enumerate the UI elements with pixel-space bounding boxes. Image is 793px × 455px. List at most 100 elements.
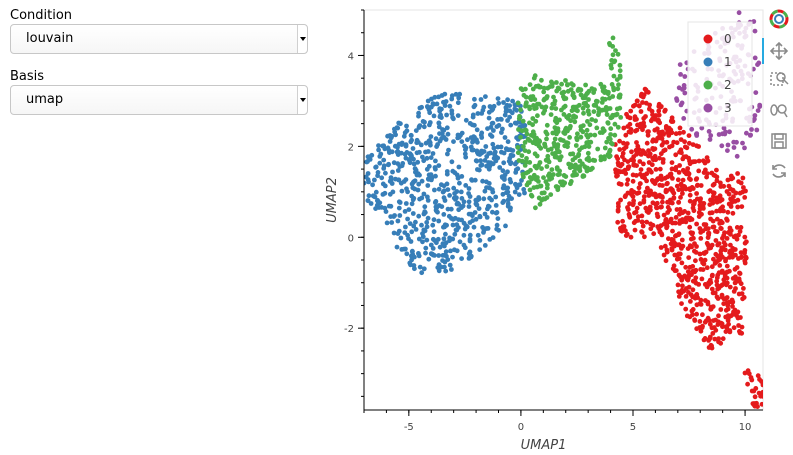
point-cluster-2	[535, 113, 540, 119]
point-cluster-0	[663, 258, 669, 264]
point-cluster-0	[718, 218, 724, 224]
point-cluster-1	[475, 111, 481, 116]
point-cluster-1	[441, 135, 447, 140]
point-cluster-0	[624, 231, 630, 237]
point-cluster-1	[417, 264, 423, 270]
point-cluster-1	[476, 195, 482, 200]
point-cluster-0	[686, 255, 692, 260]
point-cluster-1	[425, 104, 430, 110]
point-cluster-2	[615, 124, 621, 130]
point-cluster-2	[527, 180, 532, 186]
point-cluster-0	[677, 125, 683, 131]
point-cluster-0	[723, 296, 729, 301]
point-cluster-0	[653, 201, 658, 207]
point-cluster-2	[563, 78, 568, 83]
point-cluster-0	[665, 129, 671, 135]
point-cluster-0	[670, 176, 675, 181]
point-cluster-1	[377, 200, 383, 206]
point-cluster-0	[626, 164, 632, 170]
point-cluster-0	[710, 218, 716, 224]
point-cluster-2	[555, 187, 561, 193]
point-cluster-0	[669, 200, 675, 206]
point-cluster-1	[455, 175, 461, 181]
chevron-down-icon[interactable]	[297, 25, 307, 53]
point-cluster-2	[533, 141, 539, 147]
point-cluster-3	[752, 113, 758, 118]
point-cluster-0	[694, 244, 699, 249]
point-cluster-0	[706, 230, 712, 236]
point-cluster-0	[622, 194, 628, 200]
point-cluster-1	[430, 222, 436, 228]
scatter-plot[interactable]: -5 0 5 10 -2 0 2 4 UMAP1 UMAP2 0 1 2 3	[318, 0, 765, 455]
point-cluster-0	[668, 118, 674, 124]
bokeh-logo-icon[interactable]	[768, 8, 790, 30]
condition-widget: Condition louvain	[10, 8, 308, 54]
point-cluster-0	[683, 264, 689, 270]
point-cluster-0	[715, 242, 721, 248]
point-cluster-2	[522, 163, 528, 168]
wheel-zoom-icon[interactable]	[768, 100, 790, 122]
point-cluster-0	[696, 168, 702, 174]
point-cluster-1	[494, 222, 500, 228]
point-cluster-1	[430, 236, 436, 242]
point-cluster-1	[410, 211, 416, 216]
pan-icon[interactable]	[768, 40, 790, 62]
point-cluster-1	[508, 147, 513, 153]
point-cluster-2	[558, 137, 563, 142]
point-cluster-2	[570, 90, 576, 96]
point-cluster-0	[742, 195, 748, 200]
point-cluster-2	[554, 165, 560, 171]
point-cluster-0	[678, 181, 684, 187]
point-cluster-0	[617, 138, 622, 144]
basis-select[interactable]: umap	[10, 85, 308, 115]
point-cluster-2	[530, 86, 536, 92]
point-cluster-2	[554, 88, 560, 94]
point-cluster-0	[650, 222, 656, 228]
point-cluster-1	[457, 91, 463, 97]
point-cluster-1	[445, 187, 451, 193]
point-cluster-0	[752, 403, 758, 409]
point-cluster-2	[565, 116, 571, 121]
point-cluster-0	[738, 225, 744, 230]
point-cluster-1	[495, 216, 501, 222]
point-cluster-3	[742, 145, 747, 151]
point-cluster-0	[626, 211, 632, 217]
point-cluster-1	[423, 149, 428, 155]
point-cluster-2	[574, 137, 580, 143]
point-cluster-1	[453, 195, 459, 201]
point-cluster-0	[688, 292, 694, 297]
point-cluster-1	[424, 220, 430, 225]
point-cluster-0	[638, 167, 644, 173]
point-cluster-1	[478, 158, 483, 164]
legend-marker-1	[703, 57, 713, 67]
point-cluster-2	[565, 140, 571, 146]
point-cluster-1	[501, 160, 507, 166]
point-cluster-1	[507, 103, 512, 108]
box-zoom-icon[interactable]	[768, 68, 790, 90]
point-cluster-0	[690, 264, 696, 269]
point-cluster-1	[421, 227, 427, 233]
point-cluster-2	[578, 134, 584, 140]
point-cluster-1	[379, 205, 384, 210]
point-cluster-0	[656, 176, 662, 182]
point-cluster-1	[458, 189, 464, 195]
point-cluster-1	[439, 106, 444, 112]
chevron-down-icon[interactable]	[297, 86, 307, 114]
condition-select[interactable]: louvain	[10, 24, 308, 54]
x-tick-label: 5	[630, 422, 636, 433]
point-cluster-2	[545, 153, 551, 159]
point-cluster-2	[531, 134, 537, 140]
save-icon[interactable]	[768, 130, 790, 152]
point-cluster-1	[444, 112, 449, 118]
point-cluster-3	[755, 108, 761, 113]
point-cluster-1	[416, 253, 422, 259]
point-cluster-1	[427, 110, 433, 116]
point-cluster-0	[731, 194, 736, 200]
point-cluster-2	[612, 121, 618, 127]
point-cluster-1	[433, 158, 438, 164]
point-cluster-0	[680, 283, 685, 289]
point-cluster-1	[447, 262, 453, 268]
point-cluster-0	[670, 228, 675, 234]
reset-icon[interactable]	[768, 160, 790, 182]
point-cluster-1	[484, 226, 489, 231]
